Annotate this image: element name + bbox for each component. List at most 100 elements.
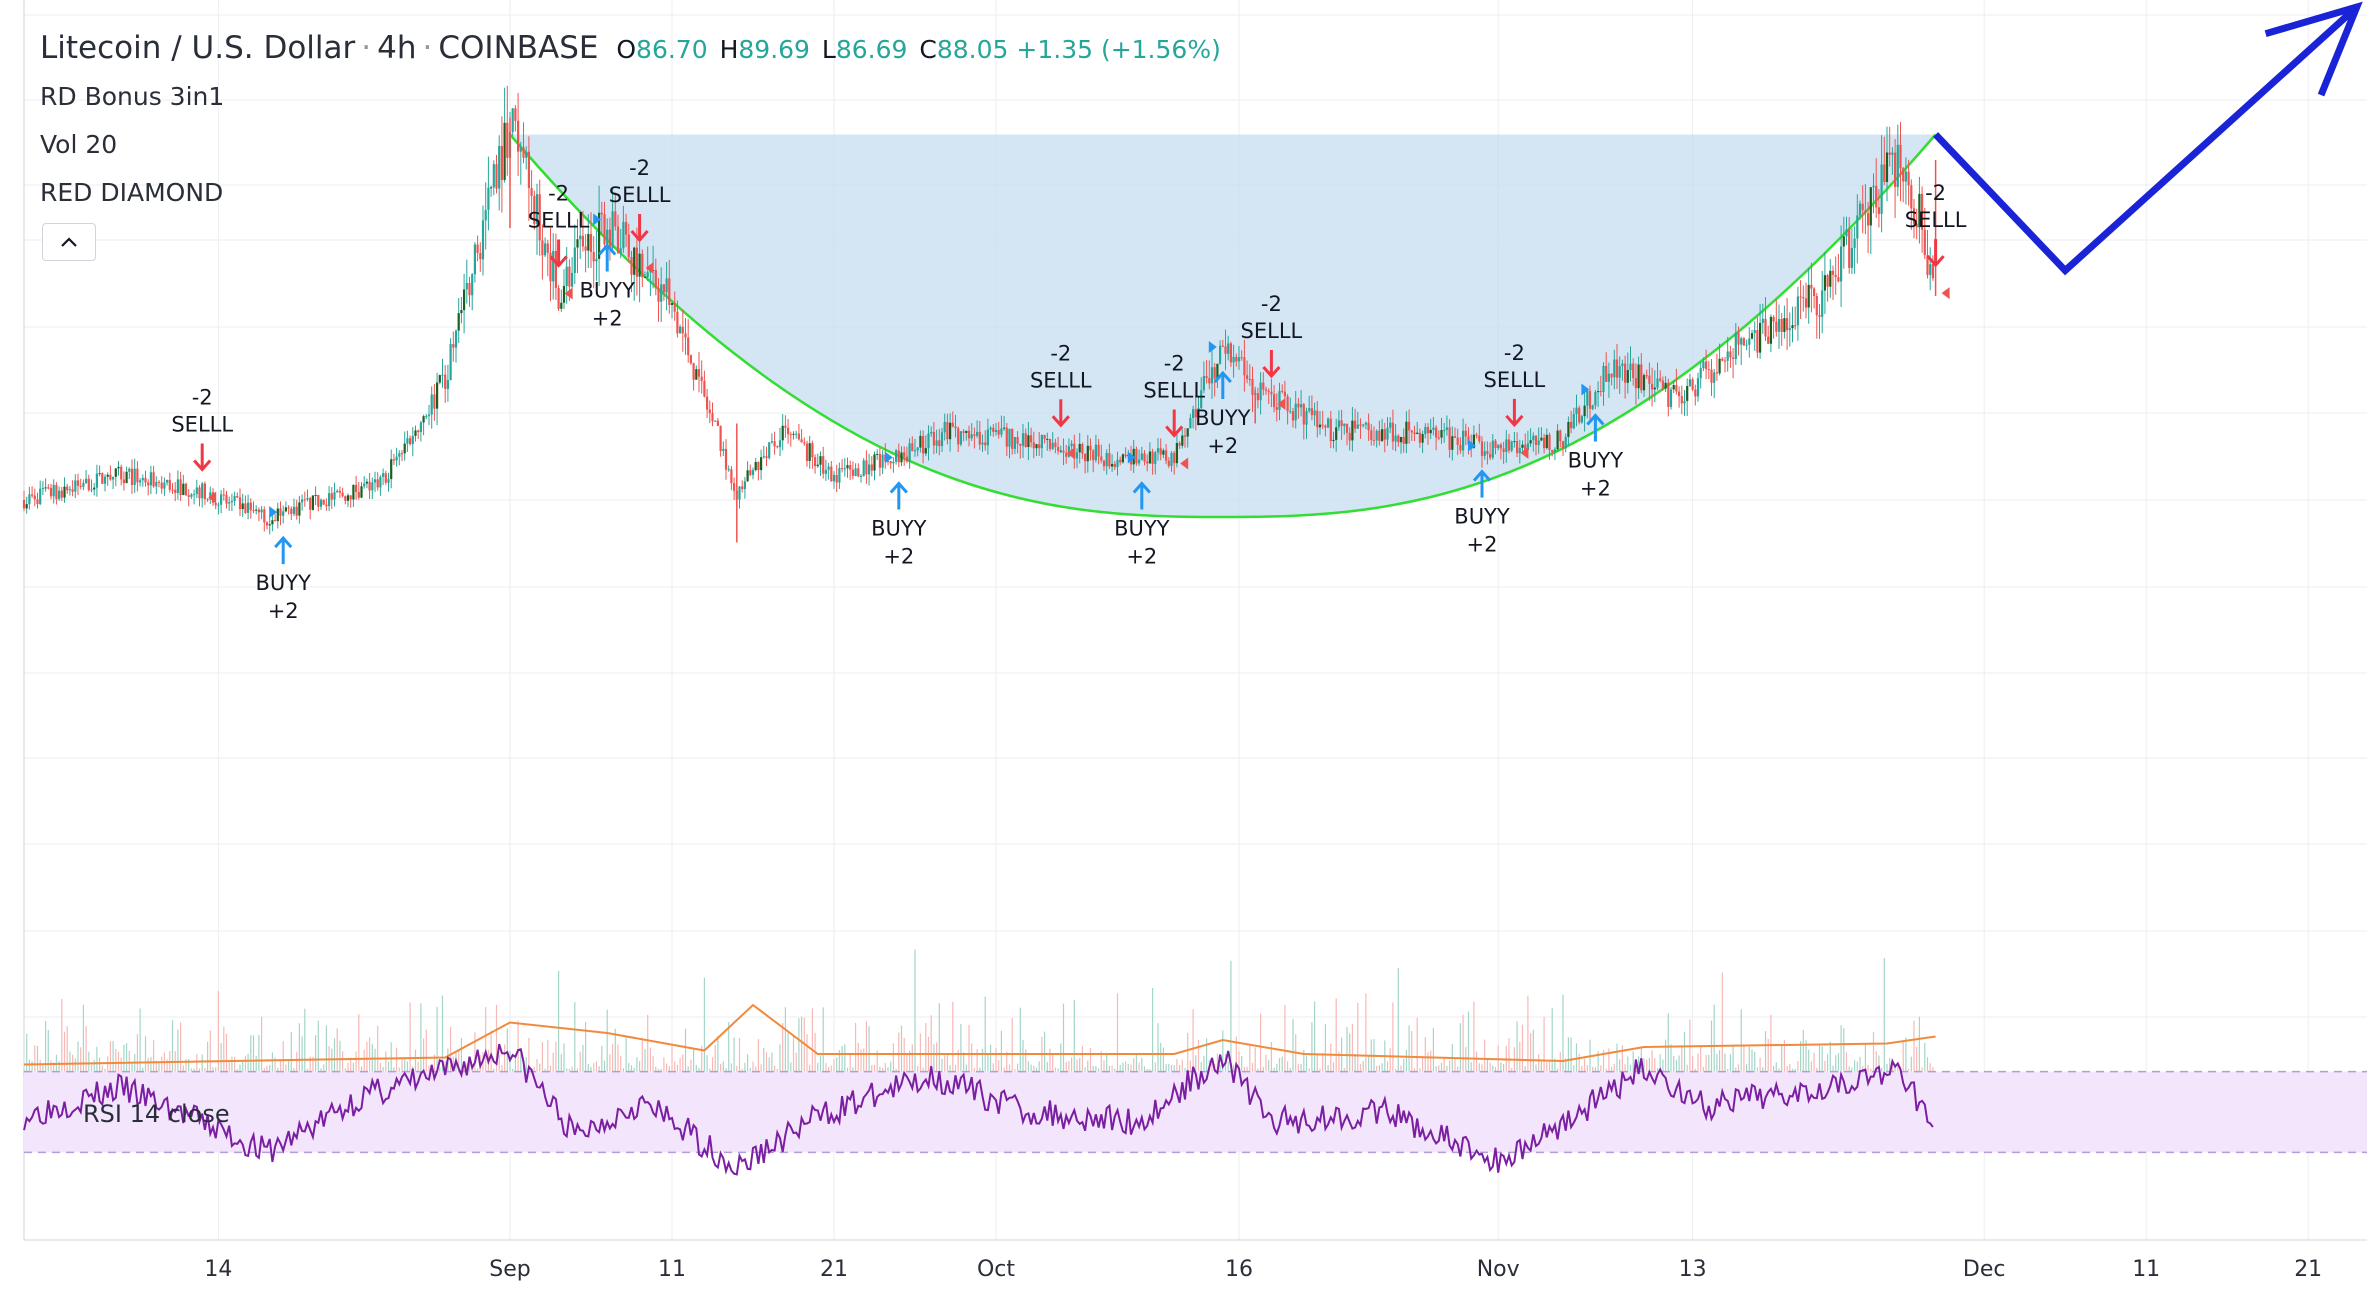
candle-body <box>1032 442 1035 449</box>
candle-body <box>460 310 463 314</box>
candle-body <box>1775 321 1778 332</box>
candle-body <box>1578 407 1581 423</box>
candle-body <box>441 374 444 376</box>
candle-body <box>749 470 752 475</box>
candle-body <box>946 422 949 440</box>
candle-body <box>533 195 536 224</box>
candle-body <box>1048 438 1052 449</box>
candle-body <box>1202 376 1205 391</box>
candle-body <box>949 422 952 440</box>
candle-body <box>25 504 28 509</box>
candle-body <box>1283 391 1286 397</box>
candle-body <box>1108 453 1111 467</box>
candle-body <box>1740 338 1743 345</box>
candle-body <box>55 484 58 499</box>
candle-body <box>1092 450 1095 461</box>
signal-value: -2 <box>1504 341 1525 365</box>
indicator-rd-bonus[interactable]: RD Bonus 3in1 <box>40 82 225 111</box>
candle-body <box>1043 434 1046 439</box>
candle-body <box>873 454 876 471</box>
candle-body <box>730 469 733 484</box>
indicator-volume[interactable]: Vol 20 <box>40 130 118 159</box>
candle-body <box>1653 387 1656 390</box>
candle-body <box>589 233 593 253</box>
sell-triangle-icon <box>1941 287 1950 300</box>
candle-body <box>1235 356 1238 362</box>
candle-body <box>376 479 379 488</box>
candle-body <box>481 220 485 260</box>
candle-body <box>1251 379 1254 395</box>
candle-body <box>1910 185 1913 209</box>
interval[interactable]: 4h <box>377 30 417 66</box>
candle-body <box>827 466 830 470</box>
candle-body <box>1219 345 1222 364</box>
candle-body <box>1321 424 1324 426</box>
candle-body <box>314 495 317 497</box>
candle-body <box>1715 372 1718 374</box>
candle-body <box>1645 375 1648 377</box>
candle-body <box>1318 424 1322 428</box>
candle-body <box>943 422 946 433</box>
candle-body <box>1243 357 1246 376</box>
open-value: 86.70 <box>636 35 708 64</box>
candle-body <box>1394 435 1397 442</box>
candle-body <box>201 483 204 499</box>
buy-signal: BUYY +2 <box>579 213 635 331</box>
candle-body <box>1027 435 1030 448</box>
candle-body <box>1113 463 1116 468</box>
candle-body <box>333 492 336 500</box>
buy-arrow-icon <box>889 481 908 494</box>
candle-body <box>163 482 166 489</box>
candle-body <box>1011 428 1014 449</box>
candle-body <box>66 486 69 491</box>
candle-body <box>157 481 161 483</box>
signals: SELLL-2BUYY+2SELLL-2BUYY+2SELLL-2BUYY+2S… <box>171 156 1966 623</box>
x-tick-label: 21 <box>2294 1257 2322 1282</box>
candle-body <box>341 492 344 497</box>
candle-body <box>1483 451 1486 456</box>
candle-body <box>1038 444 1041 449</box>
x-tick-label: 11 <box>2132 1257 2160 1282</box>
collapse-legend-button[interactable] <box>42 223 96 261</box>
candle-body <box>1343 423 1346 427</box>
candle-body <box>1499 444 1502 449</box>
candle-body <box>1354 420 1357 429</box>
sell-triangle-icon <box>564 287 573 300</box>
high-label: H <box>719 35 739 64</box>
candle-body <box>292 506 296 514</box>
candle-body <box>82 482 85 487</box>
candle-body <box>1256 393 1259 401</box>
candle-body <box>1651 383 1654 390</box>
candle-body <box>166 479 169 483</box>
candle-body <box>592 252 595 262</box>
candle-body <box>1005 427 1008 447</box>
x-tick-label: 16 <box>1225 1257 1253 1282</box>
symbol-name[interactable]: Litecoin / U.S. Dollar <box>40 30 356 66</box>
candle-body <box>646 272 649 277</box>
candle-body <box>1691 379 1694 390</box>
candle-body <box>1551 449 1554 452</box>
candle-body <box>1264 389 1268 391</box>
candle-body <box>176 479 179 493</box>
candle-body <box>514 108 517 121</box>
x-tick-label: Oct <box>977 1257 1015 1282</box>
buy-signal: BUYY +2 <box>1195 341 1251 458</box>
candle-body <box>576 239 579 248</box>
candle-body <box>660 284 663 302</box>
candle-body <box>1178 443 1181 446</box>
candle-body <box>1445 427 1448 430</box>
candle-body <box>112 476 115 480</box>
indicator-red-diamond[interactable]: RED DIAMOND <box>40 178 224 207</box>
candle-body <box>1856 215 1859 239</box>
candle-body <box>954 426 957 429</box>
candle-body <box>611 211 614 248</box>
candle-body <box>511 108 514 133</box>
candle-body <box>643 276 647 278</box>
candle-body <box>98 473 101 475</box>
candle-body <box>1351 420 1354 441</box>
candle-body <box>538 194 541 241</box>
rsi-label[interactable]: RSI 14 close <box>83 1100 230 1128</box>
candle-body <box>1732 357 1735 359</box>
candle-body <box>287 507 290 509</box>
